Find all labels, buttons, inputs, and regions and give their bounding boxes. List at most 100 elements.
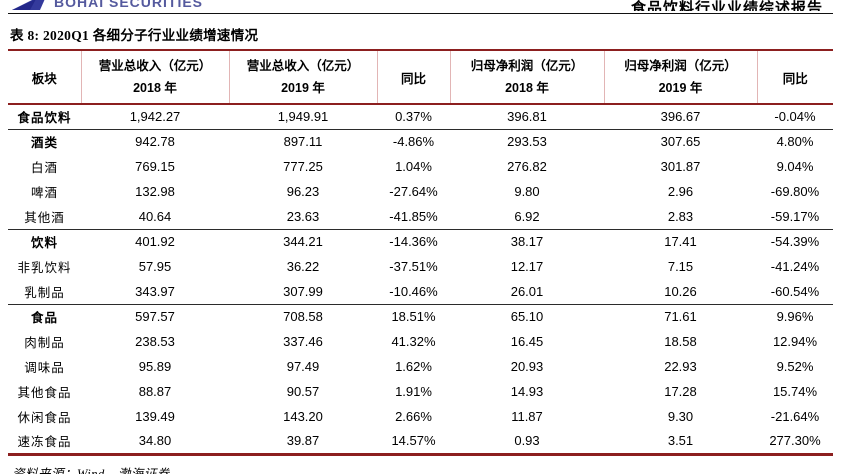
value-cell-revenue-2018: 132.98 <box>135 184 175 199</box>
value-cell-netprofit-2019: 18.58 <box>664 334 697 349</box>
value-cell-netprofit-2018: 9.80 <box>514 184 540 199</box>
value-cell-revenue-yoy: -41.85% <box>377 204 450 230</box>
page-header: BOHAI SECURITIES 食品饮料行业业绩综述报告 <box>0 0 841 15</box>
logo-swoosh-icon <box>12 0 45 10</box>
value-cell-netprofit-yoy: 9.52% <box>776 359 814 374</box>
value-cell-netprofit-yoy: -0.04% <box>757 104 833 130</box>
table-row: 白酒 769.15 777.25 1.04% 276.82 301.87 9.0… <box>8 154 833 179</box>
value-cell-revenue-yoy: 14.57% <box>377 429 450 456</box>
value-cell-netprofit-yoy: 9.04% <box>776 159 814 174</box>
sector-cell: 食品 <box>30 311 58 326</box>
sector-cell: 乳制品 <box>8 279 81 305</box>
value-cell-netprofit-2018: 396.81 <box>450 104 604 130</box>
value-cell-netprofit-yoy: -60.54% <box>757 279 833 305</box>
value-cell-netprofit-2018: 65.10 <box>510 309 544 325</box>
col-title: 营业总收入（亿元） <box>246 59 360 73</box>
value-cell-revenue-2018: 942.78 <box>135 134 175 150</box>
value-cell-netprofit-yoy: -54.39% <box>770 234 820 250</box>
value-cell-revenue-yoy: 1.62% <box>395 359 432 374</box>
value-cell-revenue-yoy: 41.32% <box>391 334 436 349</box>
sector-cell: 啤酒 <box>30 186 58 200</box>
value-cell-netprofit-2018: 276.82 <box>507 159 547 174</box>
table-header: 板块 营业总收入（亿元） 2018 年 营业总收入（亿元） 2019 年 同比 … <box>8 49 833 105</box>
table-caption: 表 8: 2020Q1 各细分子行业业绩增速情况 <box>10 28 259 43</box>
value-cell-netprofit-2018: 16.45 <box>510 334 544 349</box>
value-cell-revenue-2018: 401.92 <box>135 234 175 250</box>
value-cell-revenue-2019: 39.87 <box>229 429 377 456</box>
value-cell-netprofit-2019: 22.93 <box>664 359 697 374</box>
value-cell-revenue-2018: 343.97 <box>81 279 229 305</box>
header-divider <box>8 13 833 14</box>
value-cell-revenue-yoy: -37.51% <box>389 259 438 274</box>
value-cell-netprofit-2019: 7.15 <box>667 259 694 274</box>
value-cell-netprofit-2019: 307.65 <box>660 134 701 150</box>
value-cell-revenue-2019: 708.58 <box>283 309 323 325</box>
sector-cell: 调味品 <box>24 361 65 375</box>
value-cell-netprofit-2018: 293.53 <box>507 134 547 150</box>
table-row: 肉制品 238.53 337.46 41.32% 16.45 18.58 12.… <box>8 329 833 354</box>
value-cell-revenue-yoy: 1.04% <box>395 159 432 174</box>
value-cell-netprofit-yoy: -41.24% <box>770 259 820 274</box>
value-cell-netprofit-2018: 0.93 <box>450 429 604 456</box>
value-cell-netprofit-2019: 9.30 <box>667 409 694 424</box>
sector-cell: 速冻食品 <box>8 429 81 456</box>
value-cell-netprofit-yoy: 12.94% <box>772 334 818 349</box>
col-title: 归母净利润（亿元） <box>624 59 737 73</box>
value-cell-netprofit-yoy: 277.30% <box>757 429 833 456</box>
value-cell-netprofit-2018: 12.17 <box>510 259 544 274</box>
value-cell-netprofit-2018: 38.17 <box>510 234 544 250</box>
value-cell-netprofit-2018: 14.93 <box>510 384 544 399</box>
value-cell-netprofit-2018: 11.87 <box>511 409 543 424</box>
col-header-netprofit-yoy: 同比 <box>756 49 833 105</box>
table-row: 其他酒 40.64 23.63 -41.85% 6.92 2.83 -59.17… <box>8 204 833 230</box>
sector-cell: 肉制品 <box>24 336 65 350</box>
table-row: 速冻食品 34.80 39.87 14.57% 0.93 3.51 277.30… <box>8 429 833 456</box>
report-title: 食品饮料行业业绩综述报告 <box>563 0 823 11</box>
col-header-netprofit-2018: 归母净利润（亿元） 2018 年 <box>449 49 604 105</box>
table-row: 休闲食品 139.49 143.20 2.66% 11.87 9.30 -21.… <box>8 404 833 429</box>
value-cell-revenue-2019: 96.23 <box>286 184 320 199</box>
value-cell-revenue-2019: 344.21 <box>283 234 323 250</box>
value-cell-revenue-2018: 139.49 <box>135 409 175 424</box>
value-cell-netprofit-2019: 17.41 <box>664 234 697 250</box>
value-cell-netprofit-yoy: -59.17% <box>757 204 833 230</box>
sector-cell: 其他酒 <box>8 204 81 230</box>
table-row: 非乳饮料 57.95 36.22 -37.51% 12.17 7.15 -41.… <box>8 254 833 279</box>
value-cell-revenue-yoy: -14.36% <box>389 234 438 250</box>
value-cell-revenue-2018: 238.53 <box>135 334 175 349</box>
col-header-revenue-2019: 营业总收入（亿元） 2019 年 <box>228 49 377 105</box>
value-cell-netprofit-2019: 396.67 <box>604 104 757 130</box>
table-row: 饮料 401.92 344.21 -14.36% 38.17 17.41 -54… <box>8 229 833 254</box>
value-cell-netprofit-yoy: 15.74% <box>772 384 818 399</box>
value-cell-netprofit-2018: 20.93 <box>510 359 544 374</box>
value-cell-revenue-2018: 1,942.27 <box>81 104 229 130</box>
logo-text: BOHAI SECURITIES <box>54 0 204 10</box>
value-cell-revenue-yoy: -4.86% <box>392 134 435 150</box>
value-cell-revenue-2019: 897.11 <box>283 134 323 150</box>
value-cell-revenue-yoy: 1.91% <box>395 384 432 399</box>
value-cell-revenue-2018: 34.80 <box>81 429 229 456</box>
value-cell-netprofit-2019: 301.87 <box>660 159 701 174</box>
value-cell-revenue-2018: 769.15 <box>135 159 175 174</box>
value-cell-netprofit-2018: 26.01 <box>450 279 604 305</box>
table-row: 啤酒 132.98 96.23 -27.64% 9.80 2.96 -69.80… <box>8 179 833 204</box>
value-cell-netprofit-2019: 17.28 <box>664 384 697 399</box>
value-cell-netprofit-yoy: -21.64% <box>770 409 820 424</box>
header-row: 板块 营业总收入（亿元） 2018 年 营业总收入（亿元） 2019 年 同比 … <box>8 49 833 105</box>
value-cell-revenue-2018: 40.64 <box>81 204 229 230</box>
value-cell-revenue-2019: 23.63 <box>229 204 377 230</box>
value-cell-revenue-2019: 36.22 <box>286 259 320 274</box>
value-cell-revenue-2019: 777.25 <box>283 159 323 174</box>
table-row: 酒类 942.78 897.11 -4.86% 293.53 307.65 4.… <box>8 129 833 154</box>
table-row: 其他食品 88.87 90.57 1.91% 14.93 17.28 15.74… <box>8 379 833 404</box>
report-title-text: 食品饮料行业业绩综述报告 <box>630 1 823 11</box>
value-cell-netprofit-2019: 3.51 <box>604 429 757 456</box>
value-cell-revenue-2018: 57.95 <box>138 259 172 274</box>
table-row: 乳制品 343.97 307.99 -10.46% 26.01 10.26 -6… <box>8 279 833 305</box>
value-cell-netprofit-2019: 2.96 <box>667 184 694 199</box>
value-cell-revenue-yoy: 18.51% <box>391 309 436 325</box>
col-year: 2018 年 <box>133 81 177 95</box>
sector-cell: 酒类 <box>30 136 58 151</box>
value-cell-netprofit-2018: 6.92 <box>450 204 604 230</box>
source-note: 资料来源：Wind，渤海证券 <box>12 466 170 474</box>
